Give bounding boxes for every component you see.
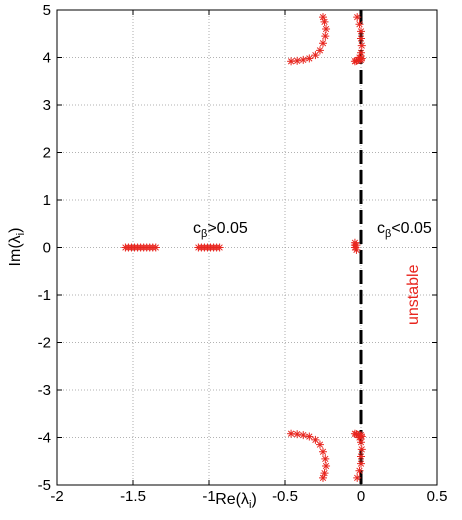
data-point xyxy=(355,466,364,475)
x-tick-label: -0.5 xyxy=(272,488,298,505)
data-point xyxy=(321,454,330,463)
data-point xyxy=(215,243,224,252)
data-point xyxy=(357,432,366,441)
eigenvalue-points xyxy=(121,13,366,482)
data-point xyxy=(311,435,320,444)
data-point xyxy=(322,25,331,33)
data-point xyxy=(353,13,362,22)
data-point xyxy=(357,445,366,454)
annotation-right-c: c xyxy=(377,220,385,237)
y-tick-label: 3 xyxy=(43,97,51,114)
y-tick-label: -3 xyxy=(38,382,51,399)
data-point xyxy=(305,54,314,63)
y-tick-label: 5 xyxy=(43,2,51,19)
data-point xyxy=(350,429,359,438)
data-point xyxy=(357,54,366,63)
data-point xyxy=(287,429,296,438)
data-point xyxy=(319,39,327,48)
x-tick-label: -2 xyxy=(50,488,63,505)
y-axis-label-close: ) xyxy=(7,228,24,233)
data-point xyxy=(355,20,364,29)
x-tick-label: 0 xyxy=(357,488,365,505)
data-point xyxy=(320,469,329,478)
annotation-unstable: unstable xyxy=(405,264,422,325)
y-axis-label-main: Im(λ xyxy=(7,235,24,266)
data-point xyxy=(319,447,327,456)
x-tick-label: 0.5 xyxy=(427,488,448,505)
x-ticks: -2 -1.5 -1 -0.5 0 0.5 xyxy=(50,10,447,505)
data-point xyxy=(357,34,365,43)
data-point xyxy=(352,241,361,250)
y-axis-label-sub: i xyxy=(15,233,27,235)
x-axis-label-sub: i xyxy=(249,499,251,511)
data-point xyxy=(151,243,160,252)
y-ticks: -5 -4 -3 -2 -1 0 1 2 3 4 5 xyxy=(38,2,437,494)
y-tick-label: 4 xyxy=(43,50,51,67)
data-point xyxy=(357,41,366,50)
data-point xyxy=(322,462,331,470)
data-point xyxy=(357,452,365,461)
y-tick-label: 1 xyxy=(43,192,51,209)
data-point xyxy=(299,431,308,440)
annotation-right-rest: <0.05 xyxy=(391,220,432,237)
y-tick-label: -2 xyxy=(38,335,51,352)
x-tick-label: -1.5 xyxy=(120,488,146,505)
y-tick-label: 0 xyxy=(43,240,51,257)
data-point xyxy=(357,27,365,36)
data-point xyxy=(311,51,320,60)
annotation-right: cβ<0.05 xyxy=(377,220,432,240)
y-tick-label: -1 xyxy=(38,287,51,304)
x-axis-label-close: ) xyxy=(251,491,256,508)
data-point xyxy=(357,459,365,468)
y-tick-label: 2 xyxy=(43,145,51,162)
y-axis-label: Im(λi) xyxy=(7,228,27,267)
y-tick-label: -5 xyxy=(38,477,51,494)
data-point xyxy=(320,17,329,26)
data-point xyxy=(299,55,308,64)
data-point xyxy=(287,57,296,66)
data-point xyxy=(305,432,314,441)
annotation-left-rest: >0.05 xyxy=(207,220,248,237)
plot-frame xyxy=(56,9,438,486)
annotation-right-sub: β xyxy=(385,228,391,240)
data-point xyxy=(353,473,362,482)
data-point xyxy=(350,57,359,66)
annotation-left-c: c xyxy=(193,220,201,237)
annotation-left: cβ>0.05 xyxy=(193,220,248,240)
x-axis-label: Re(λi) xyxy=(215,491,257,511)
y-tick-label: -4 xyxy=(38,430,51,447)
x-axis-label-main: Re(λ xyxy=(215,491,249,508)
data-point xyxy=(321,32,330,41)
x-tick-label: -1 xyxy=(202,488,215,505)
annotation-left-sub: β xyxy=(201,228,207,240)
